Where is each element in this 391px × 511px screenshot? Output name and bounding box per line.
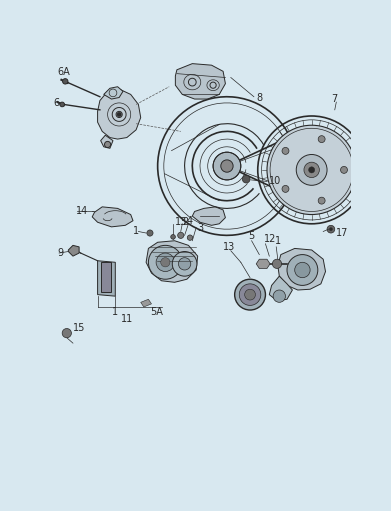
Circle shape xyxy=(245,289,255,300)
Text: 4: 4 xyxy=(187,216,193,226)
Text: 5A: 5A xyxy=(150,307,163,317)
Circle shape xyxy=(221,160,233,172)
Polygon shape xyxy=(192,207,226,225)
Circle shape xyxy=(242,175,250,183)
Text: 13: 13 xyxy=(175,217,187,227)
Circle shape xyxy=(63,79,68,84)
Polygon shape xyxy=(68,245,79,256)
Polygon shape xyxy=(92,207,133,227)
Circle shape xyxy=(318,135,325,143)
Text: 8: 8 xyxy=(256,94,262,103)
Circle shape xyxy=(329,227,332,231)
Circle shape xyxy=(341,167,348,173)
Circle shape xyxy=(282,185,289,192)
Polygon shape xyxy=(141,299,151,307)
Circle shape xyxy=(161,258,170,267)
Circle shape xyxy=(318,197,325,204)
Circle shape xyxy=(60,102,65,107)
Circle shape xyxy=(149,245,182,279)
Text: 1: 1 xyxy=(275,236,281,246)
Circle shape xyxy=(178,233,184,239)
Text: 7: 7 xyxy=(332,94,338,104)
Text: 9: 9 xyxy=(57,248,64,258)
Circle shape xyxy=(147,230,153,236)
Circle shape xyxy=(327,225,335,233)
Polygon shape xyxy=(256,259,270,268)
Circle shape xyxy=(62,329,72,338)
Circle shape xyxy=(267,125,356,215)
Circle shape xyxy=(178,258,191,270)
Circle shape xyxy=(273,290,285,303)
Circle shape xyxy=(171,235,175,239)
Polygon shape xyxy=(269,276,292,301)
Circle shape xyxy=(104,142,111,148)
Circle shape xyxy=(117,112,122,117)
Polygon shape xyxy=(98,89,141,139)
Text: 15: 15 xyxy=(73,323,85,333)
Circle shape xyxy=(156,253,175,271)
Text: 6: 6 xyxy=(54,98,60,108)
Text: 17: 17 xyxy=(336,228,349,238)
Polygon shape xyxy=(98,261,115,296)
Circle shape xyxy=(287,254,318,285)
Circle shape xyxy=(239,284,261,306)
Circle shape xyxy=(282,147,289,154)
Circle shape xyxy=(304,162,319,178)
Text: 1: 1 xyxy=(112,307,118,317)
Circle shape xyxy=(235,279,265,310)
Polygon shape xyxy=(101,262,111,292)
Text: 13: 13 xyxy=(223,242,235,252)
Circle shape xyxy=(308,167,315,173)
Polygon shape xyxy=(278,248,326,290)
Text: 12: 12 xyxy=(264,234,276,244)
Text: 11: 11 xyxy=(121,314,133,324)
Polygon shape xyxy=(100,135,113,148)
Text: 10: 10 xyxy=(269,176,281,187)
Circle shape xyxy=(172,251,197,276)
Text: 2: 2 xyxy=(182,217,188,227)
Polygon shape xyxy=(175,64,226,99)
Circle shape xyxy=(187,235,193,240)
Circle shape xyxy=(295,262,310,277)
Polygon shape xyxy=(146,241,198,282)
Text: 3: 3 xyxy=(198,223,204,233)
Circle shape xyxy=(213,152,241,180)
Text: 1: 1 xyxy=(133,226,139,237)
Text: 6A: 6A xyxy=(57,67,70,78)
Text: 14: 14 xyxy=(76,206,88,217)
Circle shape xyxy=(273,259,282,268)
Circle shape xyxy=(296,154,327,185)
Polygon shape xyxy=(104,87,123,99)
Text: 5: 5 xyxy=(249,231,255,241)
